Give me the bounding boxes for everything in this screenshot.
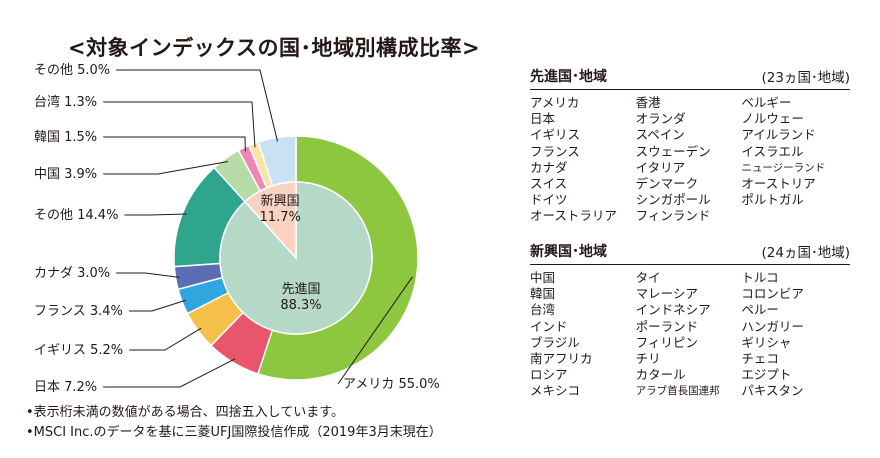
leader-line — [103, 101, 256, 148]
emerging-country: マレーシア — [635, 286, 698, 302]
emerging-country: トルコ — [741, 270, 779, 285]
emerging-country-columns: 中国 韓国 台湾 インド ブラジル 南アフリカ ロシア メキシコ タイ マレーシア インドネシア ポー… — [530, 270, 850, 400]
emerging-column-1: 中国 韓国 台湾 インド ブラジル 南アフリカ ロシア メキシコ — [530, 270, 636, 400]
developed-country: ドイツ — [530, 192, 568, 208]
inner-value: 11.7% — [260, 210, 301, 225]
developed-country: 日本 — [530, 111, 556, 127]
emerging-country: パキスタン — [741, 383, 804, 399]
slice-label: その他 5.0% — [34, 63, 110, 78]
leader-line — [128, 299, 186, 312]
leader-line — [103, 136, 246, 152]
emerging-country: タイ — [635, 270, 661, 285]
developed-column-1: アメリカ 日本 イギリス フランス カナダ スイス ドイツ オーストラリア — [530, 95, 636, 225]
emerging-country: 中国 — [530, 270, 556, 285]
developed-heading: 先進国･地域 — [530, 69, 607, 85]
emerging-country: エジプト — [741, 367, 792, 383]
emerging-country: メキシコ — [530, 383, 581, 399]
developed-country: スイス — [530, 176, 568, 192]
developed-country: アイルランド — [741, 127, 816, 143]
developed-header: 先進国･地域 (23ヵ国･地域) — [530, 66, 850, 90]
emerging-country: ロシア — [530, 367, 568, 383]
leader-line — [116, 69, 279, 142]
leader-line — [124, 213, 187, 216]
developed-country: イギリス — [530, 127, 581, 143]
developed-count: (23ヵ国･地域) — [761, 70, 850, 86]
developed-country: フィンランド — [635, 208, 711, 224]
developed-country: スウェーデン — [635, 143, 711, 159]
inner-slice — [219, 181, 373, 335]
developed-country: デンマーク — [635, 176, 699, 192]
slice-label: 日本 7.2% — [34, 380, 97, 395]
emerging-country: チェコ — [741, 351, 779, 367]
emerging-country: 台湾 — [530, 302, 556, 318]
emerging-country: 韓国 — [530, 286, 556, 302]
emerging-country: ポーランド — [635, 318, 699, 334]
developed-country: イタリア — [635, 159, 686, 175]
emerging-country: フィリピン — [635, 334, 698, 350]
developed-column-2: 香港 オランダ スペイン スウェーデン イタリア デンマーク シンガポール フィンランド — [636, 95, 742, 225]
slice-label: カナダ 3.0% — [34, 266, 110, 281]
emerging-column-2: タイ マレーシア インドネシア ポーランド フィリピン チリ カタールアラブ首長国連邦 — [636, 270, 742, 400]
slice-label: 中国 3.9% — [34, 167, 97, 182]
inner-label: 新興国 — [261, 193, 300, 209]
footnote-rounding: •表示桁未満の数値がある場合、四捨五入しています。 — [26, 405, 344, 420]
emerging-country: 南アフリカ — [530, 351, 593, 367]
emerging-header: 新興国･地域 (24ヵ国･地域) — [530, 241, 850, 265]
developed-country: フランス — [530, 143, 580, 159]
inner-label: 先進国 — [282, 282, 321, 297]
developed-country: カナダ — [530, 159, 568, 175]
developed-country: ニュージーランド — [741, 161, 826, 174]
leader-line — [129, 327, 202, 351]
emerging-country: インドネシア — [635, 302, 711, 318]
slice-label: イギリス 5.2% — [34, 343, 123, 358]
developed-country: 香港 — [635, 95, 661, 110]
developed-country: ポルトガル — [741, 192, 804, 208]
footnote-source: •MSCI Inc.のデータを基に三菱UFJ国際投信作成（2019年3月末現在） — [26, 425, 442, 440]
slice-label: その他 14.4% — [34, 208, 118, 223]
emerging-country: ハンガリー — [741, 318, 804, 334]
leader-line — [103, 161, 229, 175]
slice-label: アメリカ 55.0% — [343, 377, 440, 392]
footnotes: •表示桁未満の数値がある場合、四捨五入しています。 •MSCI Inc.のデータ… — [26, 403, 442, 443]
leader-line — [337, 276, 413, 385]
developed-country: シンガポール — [635, 192, 711, 208]
emerging-region-list: 新興国･地域 (24ヵ国･地域) 中国 韓国 台湾 インド ブラジル 南アフリカ ロシア メキ… — [530, 241, 850, 400]
developed-country-columns: アメリカ 日本 イギリス フランス カナダ スイス ドイツ オーストラリア 香港 オランダ スペイン… — [530, 95, 850, 225]
slice-label: フランス 3.4% — [34, 304, 123, 319]
emerging-country: カタール — [635, 367, 686, 383]
emerging-country: ギリシャ — [741, 334, 792, 350]
developed-country: ノルウェー — [741, 111, 804, 127]
developed-country: スペイン — [635, 127, 685, 143]
developed-country: オーストラリア — [530, 208, 617, 224]
developed-country: イスラエル — [741, 143, 804, 159]
developed-country: オランダ — [635, 111, 686, 127]
slice-label: 韓国 1.5% — [34, 130, 97, 145]
emerging-country: チリ — [635, 351, 661, 367]
emerging-count: (24ヵ国･地域) — [761, 245, 850, 261]
developed-region-list: 先進国･地域 (23ヵ国･地域) アメリカ 日本 イギリス フランス カナダ スイス ドイツ… — [530, 66, 850, 225]
emerging-country: インド — [530, 318, 568, 334]
emerging-country: アラブ首長国連邦 — [635, 385, 720, 398]
emerging-column-3: トルコ コロンビア ペルー ハンガリー ギリシャ チェコ エジプト パキスタン — [741, 270, 850, 400]
emerging-country: ブラジル — [530, 334, 580, 350]
leader-line — [103, 358, 236, 388]
developed-country: アメリカ — [530, 95, 580, 110]
inner-value: 88.3% — [280, 298, 321, 313]
emerging-country: ペルー — [741, 302, 779, 318]
inner-slice — [243, 181, 297, 260]
developed-column-3: ベルギー ノルウェー アイルランド イスラエルニュージーランド オーストリア ポルトガル — [741, 95, 850, 225]
slice-label: 台湾 1.3% — [34, 94, 97, 110]
chart-title: <対象インデックスの国･地域別構成比率> — [68, 36, 481, 60]
developed-country: ベルギー — [741, 95, 792, 110]
emerging-country: コロンビア — [741, 286, 804, 302]
leader-line — [116, 272, 180, 278]
developed-country: オーストリア — [741, 176, 816, 192]
emerging-heading: 新興国･地域 — [530, 244, 607, 260]
